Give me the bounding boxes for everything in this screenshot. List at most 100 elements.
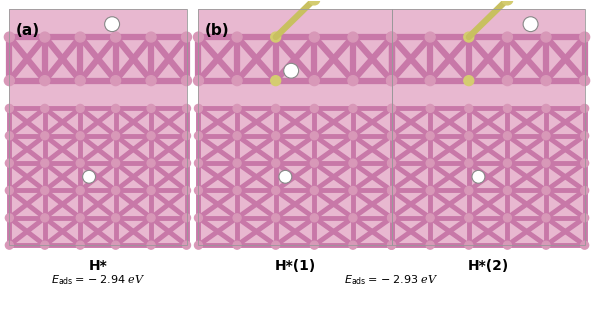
Circle shape — [112, 132, 119, 140]
Circle shape — [271, 214, 280, 222]
Circle shape — [41, 132, 49, 140]
Circle shape — [182, 32, 191, 42]
Circle shape — [182, 76, 191, 85]
Circle shape — [279, 170, 292, 183]
Circle shape — [387, 32, 397, 42]
Circle shape — [348, 76, 358, 85]
Circle shape — [112, 105, 119, 112]
Circle shape — [387, 159, 396, 167]
Circle shape — [581, 159, 589, 167]
Circle shape — [426, 214, 434, 222]
Circle shape — [110, 32, 121, 42]
Circle shape — [182, 241, 191, 249]
Circle shape — [465, 159, 473, 167]
Circle shape — [194, 187, 203, 194]
Circle shape — [83, 170, 96, 183]
Circle shape — [5, 105, 13, 112]
Text: $E_{\mathrm{ads}}=-2.94$ eV: $E_{\mathrm{ads}}=-2.94$ eV — [51, 273, 145, 287]
Circle shape — [542, 187, 550, 194]
Circle shape — [581, 187, 589, 194]
Circle shape — [504, 214, 511, 222]
Circle shape — [147, 159, 155, 167]
Circle shape — [426, 241, 434, 249]
Circle shape — [581, 241, 589, 249]
Circle shape — [41, 159, 49, 167]
Circle shape — [465, 132, 473, 140]
Bar — [10, 9, 187, 245]
Circle shape — [542, 159, 550, 167]
Text: $E_{\mathrm{ads}}=-2.93$ eV: $E_{\mathrm{ads}}=-2.93$ eV — [345, 273, 439, 287]
Circle shape — [182, 214, 191, 222]
Circle shape — [542, 214, 550, 222]
Circle shape — [146, 32, 156, 42]
Circle shape — [504, 241, 511, 249]
Circle shape — [194, 214, 203, 222]
Circle shape — [310, 132, 318, 140]
Circle shape — [504, 159, 511, 167]
Circle shape — [426, 132, 434, 140]
Circle shape — [271, 132, 280, 140]
Circle shape — [504, 105, 511, 112]
Circle shape — [503, 32, 513, 42]
Circle shape — [581, 105, 589, 112]
Circle shape — [503, 76, 513, 85]
Circle shape — [232, 76, 242, 85]
Circle shape — [310, 105, 318, 112]
Circle shape — [310, 214, 318, 222]
Circle shape — [5, 159, 13, 167]
Circle shape — [41, 187, 49, 194]
Circle shape — [465, 214, 473, 222]
Circle shape — [387, 32, 397, 42]
Circle shape — [147, 241, 155, 249]
Circle shape — [76, 187, 84, 194]
Circle shape — [464, 76, 474, 85]
Circle shape — [349, 241, 357, 249]
Circle shape — [542, 241, 550, 249]
Circle shape — [271, 159, 280, 167]
Circle shape — [76, 132, 84, 140]
Circle shape — [426, 187, 434, 194]
Circle shape — [105, 17, 119, 32]
Circle shape — [502, 0, 513, 5]
Circle shape — [5, 132, 13, 140]
Circle shape — [465, 105, 473, 112]
Circle shape — [523, 17, 538, 32]
Circle shape — [349, 159, 357, 167]
Circle shape — [425, 32, 435, 42]
Circle shape — [387, 76, 397, 85]
Circle shape — [75, 32, 85, 42]
Circle shape — [41, 241, 49, 249]
Circle shape — [194, 241, 203, 249]
Circle shape — [387, 214, 396, 222]
Circle shape — [387, 76, 397, 85]
Circle shape — [541, 32, 551, 42]
Circle shape — [387, 187, 396, 194]
Circle shape — [271, 105, 280, 112]
Circle shape — [110, 76, 121, 85]
Circle shape — [349, 105, 357, 112]
Circle shape — [425, 76, 435, 85]
Bar — [198, 9, 391, 245]
Circle shape — [147, 132, 155, 140]
Circle shape — [194, 32, 203, 42]
Circle shape — [309, 0, 320, 5]
Circle shape — [542, 105, 550, 112]
Circle shape — [76, 105, 84, 112]
Circle shape — [349, 187, 357, 194]
Circle shape — [426, 159, 434, 167]
Circle shape — [182, 105, 191, 112]
Circle shape — [349, 132, 357, 140]
Circle shape — [581, 132, 589, 140]
Circle shape — [76, 241, 84, 249]
Circle shape — [309, 76, 320, 85]
Circle shape — [5, 214, 13, 222]
Circle shape — [387, 105, 396, 112]
Circle shape — [387, 214, 396, 222]
Circle shape — [465, 241, 473, 249]
Circle shape — [146, 76, 156, 85]
Circle shape — [182, 187, 191, 194]
Circle shape — [348, 32, 358, 42]
Text: H*: H* — [89, 259, 108, 273]
Circle shape — [112, 187, 119, 194]
Circle shape — [271, 241, 280, 249]
